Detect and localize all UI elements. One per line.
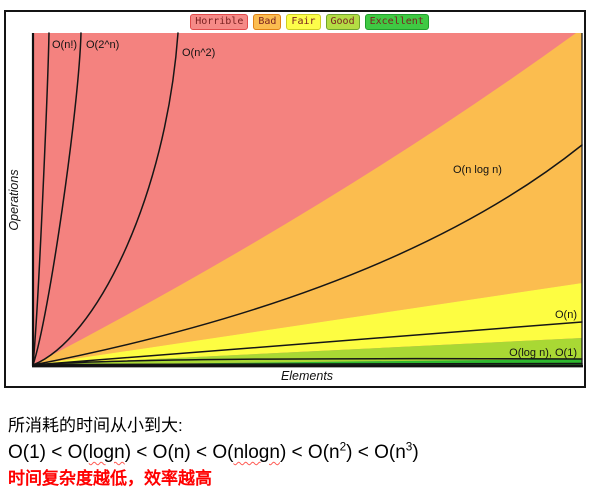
label-o-n-factorial: O(n!) (52, 39, 77, 51)
label-o-n: O(n) (555, 309, 577, 321)
legend-item-fair: Fair (286, 14, 321, 30)
ordering-segment: O(1) < O( (8, 442, 89, 463)
curve-o-n-squared (32, 32, 179, 366)
curve-o-n-log-n (32, 144, 583, 366)
note-complexity-ordering: O(1) < O(logn) < O(n) < O(nlogn) < O(n2)… (8, 439, 594, 466)
legend-item-horrible: Horrible (190, 14, 249, 30)
legend-item-good: Good (325, 14, 360, 30)
curve-o-1 (32, 362, 583, 366)
ordering-segment: ) < O(n (279, 442, 340, 463)
curve-o-n-factorial (32, 32, 50, 366)
exponent-3: 3 (405, 440, 413, 454)
ordering-segment-nlogn: nlogn (233, 442, 280, 463)
region-bad (33, 33, 582, 365)
exponent-2: 2 (339, 440, 347, 454)
chart-legend: Horrible Bad Fair Good Excellent (35, 14, 584, 30)
ordering-segment: ) (412, 442, 419, 463)
legend-item-bad: Bad (253, 14, 282, 30)
x-axis-title: Elements (281, 369, 333, 383)
ordering-segment-logn: logn (88, 442, 125, 463)
label-o-2-pow-n: O(2^n) (86, 39, 119, 51)
curve-o-log-n (32, 357, 583, 366)
ordering-segment: ) < O(n) < O( (124, 442, 234, 463)
notes-block: 所消耗的时间从小到大: O(1) < O(logn) < O(n) < O(nl… (8, 413, 594, 492)
y-axis-title: Operations (7, 169, 21, 230)
complexity-chart-canvas: O(n!) O(2^n) O(n^2) O(n log n) O(n) O(lo… (7, 32, 583, 383)
label-o-log-n-o-1: O(log n), O(1) (509, 347, 577, 359)
ordering-segment: ) < O(n (346, 442, 406, 463)
label-o-n-squared: O(n^2) (182, 47, 215, 59)
legend-item-excellent: Excellent (364, 14, 429, 30)
curve-o-2-pow-n (32, 32, 82, 366)
note-efficiency-statement: 时间复杂度越低，效率越高 (8, 469, 212, 488)
region-fair (33, 283, 582, 365)
note-time-order-caption: 所消耗的时间从小到大: (8, 416, 183, 435)
label-o-n-log-n: O(n log n) (453, 164, 502, 176)
bigo-complexity-figure: Horrible Bad Fair Good Excellent (4, 10, 586, 388)
curve-o-n (32, 321, 583, 366)
